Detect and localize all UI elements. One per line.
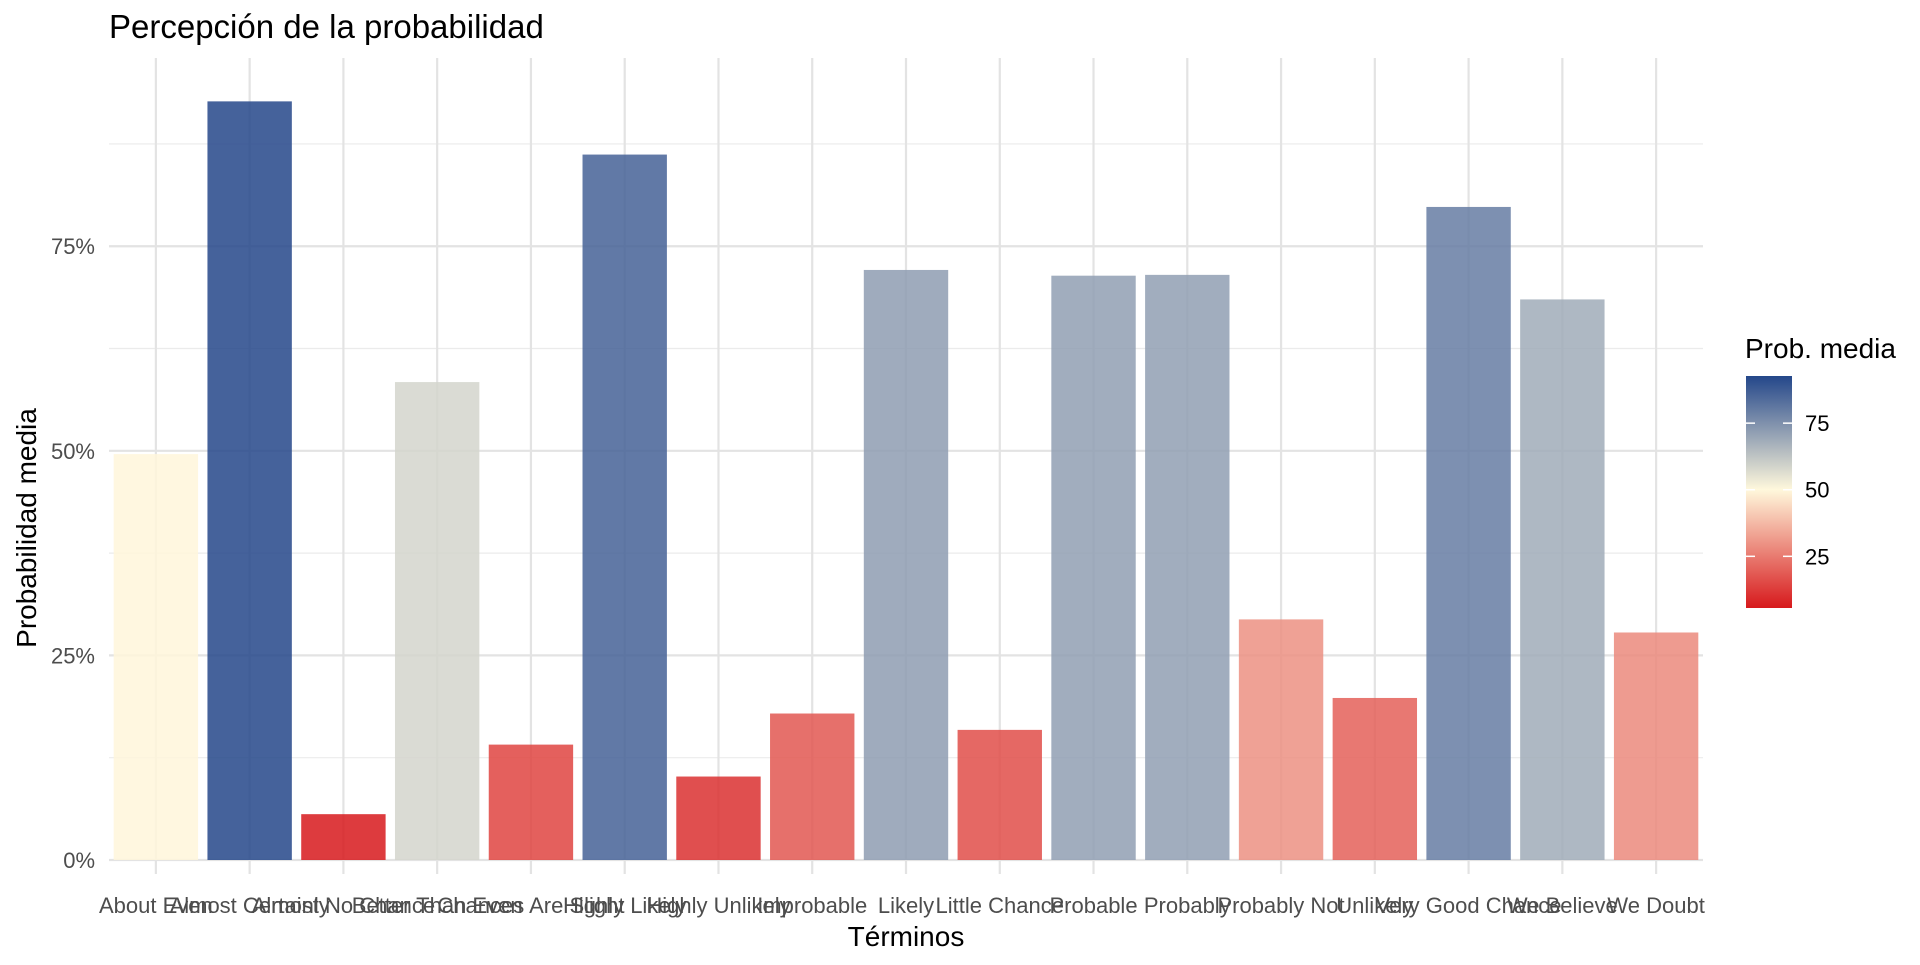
legend-label: 50 bbox=[1805, 478, 1829, 503]
y-axis-ticks: 0% 25% 50% 75% bbox=[51, 234, 95, 873]
bar bbox=[301, 814, 386, 860]
bar bbox=[1613, 632, 1699, 860]
x-tick-label: Unlikely bbox=[1336, 893, 1413, 918]
x-tick-label: Probably Not bbox=[1217, 893, 1344, 918]
y-tick-label: 0% bbox=[63, 848, 95, 873]
bar bbox=[770, 713, 855, 860]
x-axis-title: Términos bbox=[848, 921, 965, 952]
legend-ticks: 25 50 75 bbox=[1746, 411, 1829, 569]
x-tick-label: Almost Certainly bbox=[170, 893, 330, 918]
y-axis-title: Probabilidad media bbox=[11, 408, 42, 648]
bar bbox=[207, 101, 292, 860]
x-tick-label: Likely bbox=[878, 893, 934, 918]
legend-title: Prob. media bbox=[1745, 333, 1896, 364]
x-tick-label: Probably bbox=[1144, 893, 1231, 918]
chart-title: Percepción de la probabilidad bbox=[109, 8, 544, 45]
bar bbox=[1145, 274, 1230, 861]
x-tick-label: Improbable bbox=[757, 893, 867, 918]
x-tick-label: Very Good Chance bbox=[1376, 893, 1562, 918]
x-tick-label: We Doubt bbox=[1607, 893, 1704, 918]
x-tick-label: We Believe bbox=[1507, 893, 1618, 918]
legend: Prob. media 25 50 75 bbox=[1745, 333, 1896, 608]
bar bbox=[1520, 299, 1605, 861]
y-tick-label: 50% bbox=[51, 439, 95, 464]
x-tick-label: Chances Are Slight bbox=[437, 893, 624, 918]
bar bbox=[1051, 275, 1136, 861]
legend-label: 75 bbox=[1805, 411, 1829, 436]
y-tick-label: 25% bbox=[51, 643, 95, 668]
bar bbox=[488, 744, 574, 860]
bar bbox=[394, 382, 480, 860]
x-tick-label: Better Than Even bbox=[352, 893, 523, 918]
bar bbox=[582, 154, 667, 860]
y-tick-label: 75% bbox=[51, 234, 95, 259]
legend-label: 25 bbox=[1805, 544, 1829, 569]
legend-colorbar bbox=[1746, 376, 1792, 608]
bar bbox=[1238, 619, 1324, 860]
x-tick-label: Almost No Chance bbox=[252, 893, 435, 918]
bars bbox=[113, 101, 1699, 861]
bar bbox=[1332, 697, 1418, 860]
x-tick-label: Probable bbox=[1049, 893, 1137, 918]
x-tick-label: About Even bbox=[99, 893, 213, 918]
x-tick-label: Highly Unlikely bbox=[646, 893, 790, 918]
bar bbox=[957, 729, 1042, 860]
bar bbox=[676, 776, 761, 860]
bar bbox=[1426, 206, 1511, 860]
x-tick-label: Little Chance bbox=[936, 893, 1064, 918]
x-tick-label: Highly Likely bbox=[563, 893, 687, 918]
bar bbox=[113, 454, 199, 860]
bar bbox=[863, 269, 949, 860]
